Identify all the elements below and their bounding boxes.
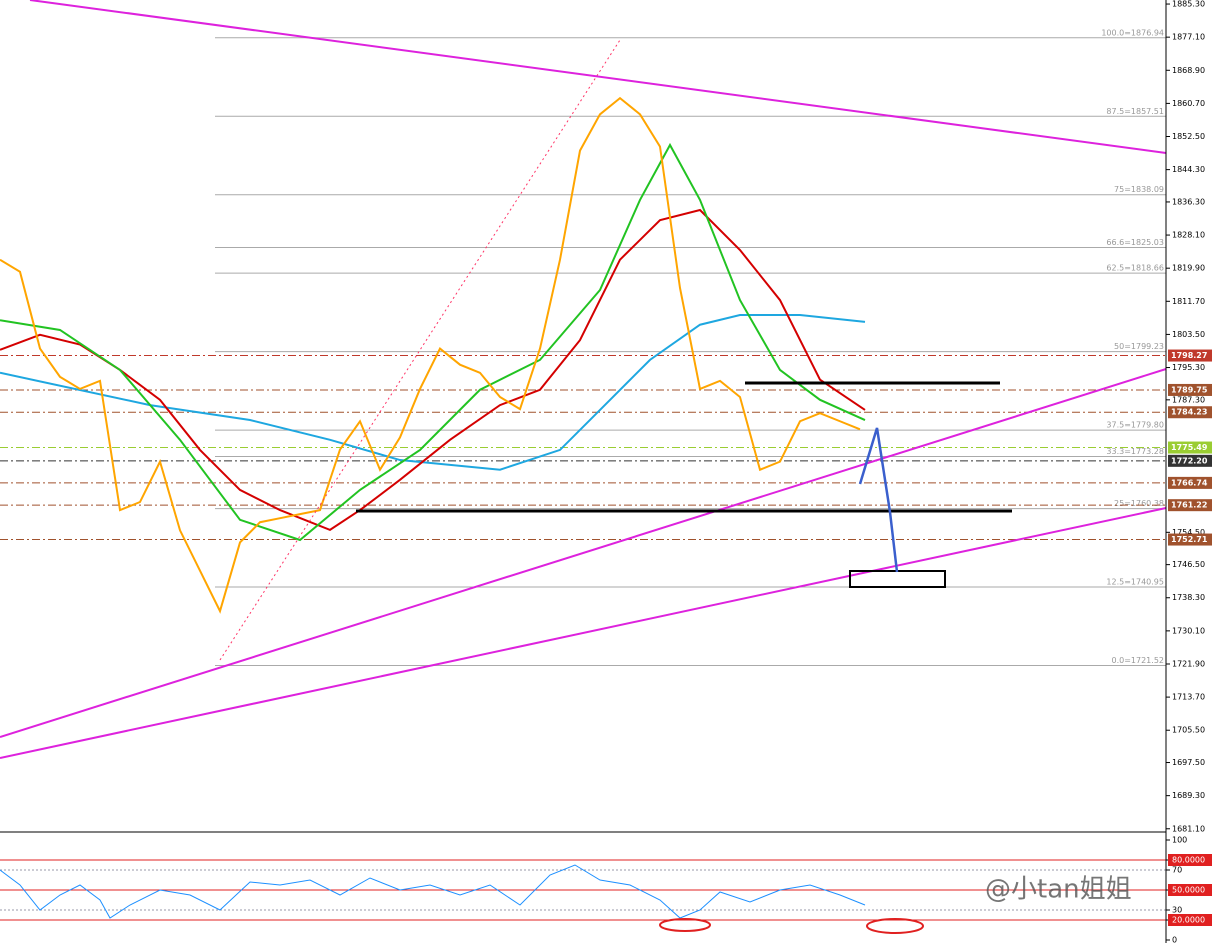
y-tick-label: 1844.30 — [1172, 165, 1205, 174]
y-tick-label: 1860.70 — [1172, 99, 1205, 108]
price-tag — [1168, 533, 1212, 546]
series-line — [0, 314, 866, 471]
trend-line — [0, 507, 1167, 759]
y-tick-label: 50.0000 — [1172, 886, 1205, 895]
price-tag — [1168, 441, 1212, 454]
drawings: @小tan姐姐 — [0, 0, 1167, 943]
fib-label: 100.0=1876.94 — [1101, 28, 1164, 37]
y-tick-label: 1705.50 — [1172, 726, 1205, 735]
tick-label-bg — [1168, 884, 1212, 896]
price-tag-label: 1772.20 — [1171, 456, 1208, 465]
y-tick-label: 1795.30 — [1172, 363, 1205, 372]
price-tag-label: 1775.49 — [1171, 443, 1208, 452]
y-tick-label: 80.0000 — [1172, 856, 1205, 865]
y-tick-label: 1885.30 — [1172, 0, 1205, 9]
price-tag — [1168, 476, 1212, 489]
y-tick-label: 1836.30 — [1172, 197, 1205, 206]
fib-label: 0.0=1721.52 — [1111, 656, 1164, 665]
fib-label: 62.5=1818.66 — [1106, 264, 1164, 273]
series-line — [0, 96, 861, 614]
fib-label: 50=1799.23 — [1114, 342, 1164, 351]
price-tag-label: 1789.75 — [1171, 385, 1208, 394]
price-tag — [1168, 383, 1212, 396]
price-tag — [1168, 406, 1212, 419]
y-tick-label: 1877.10 — [1172, 33, 1205, 42]
price-tag — [1168, 454, 1212, 467]
price-tag — [1168, 349, 1212, 362]
y-tick-label: 100 — [1172, 836, 1187, 845]
highlight — [659, 918, 711, 932]
price-tag-label: 1761.22 — [1171, 501, 1207, 510]
series-line — [0, 142, 866, 542]
y-tick-label: 1681.10 — [1172, 824, 1205, 833]
fib-label: 12.5=1740.95 — [1106, 578, 1164, 587]
highlight — [866, 918, 924, 934]
tick-label-bg — [1168, 914, 1212, 926]
price-tag-label: 1798.27 — [1171, 351, 1207, 360]
y-tick-label: 1811.70 — [1172, 297, 1205, 306]
fib-label: 37.5=1779.80 — [1106, 421, 1164, 430]
watermark: @小tan姐姐 — [985, 875, 1132, 905]
tick-label-bg — [1168, 854, 1212, 866]
fib-label: 25=1760.38 — [1114, 499, 1164, 508]
y-tick-label: 30 — [1172, 906, 1182, 915]
fib-label: 75=1838.09 — [1114, 185, 1164, 194]
series-line — [0, 864, 866, 919]
y-tick-label: 1730.10 — [1172, 626, 1205, 635]
y-tick-label: 1721.90 — [1172, 659, 1205, 668]
y-tick-label: 1697.50 — [1172, 758, 1205, 767]
fib-label: 66.6=1825.03 — [1106, 238, 1164, 247]
y-tick-label: 1787.30 — [1172, 395, 1205, 404]
trend-line — [0, 368, 1167, 738]
y-tick-label: 0 — [1172, 936, 1177, 944]
y-tick-label: 1828.10 — [1172, 231, 1205, 240]
price-tag — [1168, 499, 1212, 512]
y-tick-label: 1852.50 — [1172, 132, 1205, 141]
fib-label: 33.3=1773.28 — [1106, 447, 1164, 456]
y-tick-label: 20.0000 — [1172, 916, 1205, 925]
y-tick-label: 1738.30 — [1172, 593, 1205, 602]
y-tick-label: 1746.50 — [1172, 560, 1205, 569]
price-tag-label: 1752.71 — [1171, 535, 1208, 544]
y-tick-label: 1868.90 — [1172, 66, 1205, 75]
y-tick-label: 1754.50 — [1172, 528, 1205, 537]
series-line — [0, 208, 866, 532]
price-tag-label: 1766.74 — [1171, 478, 1208, 487]
y-tick-label: 70 — [1172, 866, 1182, 875]
y-tick-label: 1819.90 — [1172, 264, 1205, 273]
y-tick-label: 1689.30 — [1172, 791, 1205, 800]
price-tag-label: 1784.23 — [1171, 408, 1207, 417]
y-tick-label: 1713.70 — [1172, 693, 1205, 702]
trend-line — [29, 0, 1167, 154]
path-arrow — [858, 427, 899, 573]
fib-label: 87.5=1857.51 — [1106, 107, 1164, 116]
y-tick-label: 1803.50 — [1172, 330, 1205, 339]
